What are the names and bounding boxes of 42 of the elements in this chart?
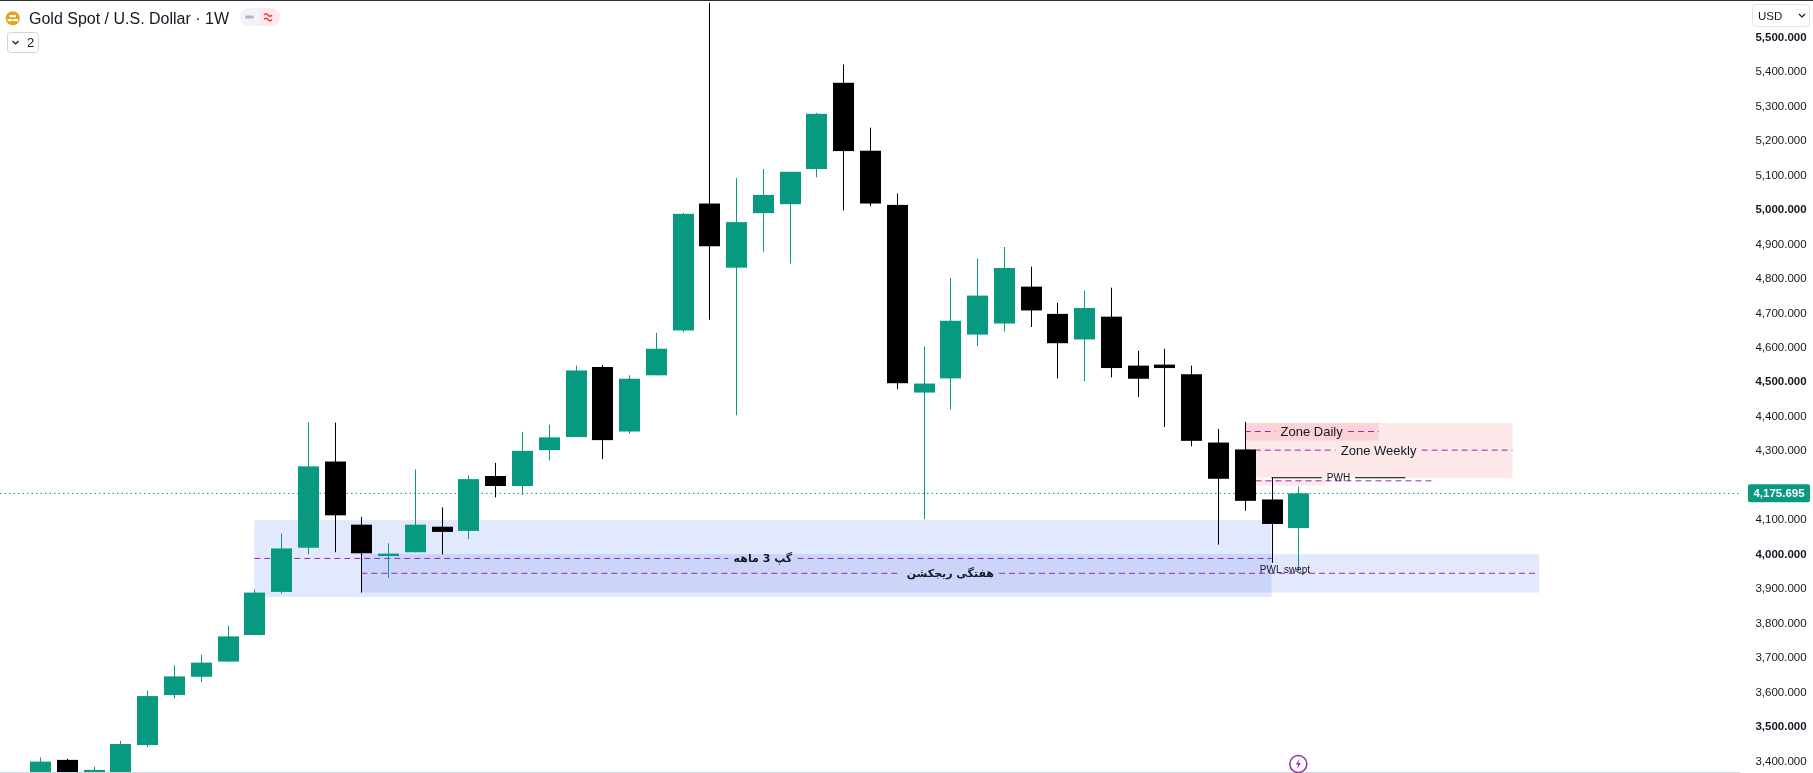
candlestick [753, 168, 774, 253]
ref-line-label: PWH [1326, 472, 1351, 484]
y-tick-label: 3,800.000 [1755, 616, 1807, 629]
y-tick-label: 5,300.000 [1755, 99, 1807, 112]
y-tick-label: 4,900.000 [1755, 237, 1807, 250]
candlestick [1128, 350, 1149, 398]
ref-line-label: 4,175.695 [1753, 487, 1806, 500]
ref-line-label: Zone Weekly [1340, 442, 1417, 458]
ref-line-label: گپ 3 ماهه [733, 551, 793, 565]
button: 2 [7, 32, 39, 53]
y-tick-label: 5,500.000 [1755, 30, 1807, 43]
ref-line-label: هفتگی ریجکشن [906, 566, 994, 580]
candlestick [191, 654, 212, 683]
y-tick-label: 4,100.000 [1755, 513, 1807, 526]
y-tick-label: 4,600.000 [1755, 341, 1807, 353]
y-axis-title: USD [1758, 9, 1783, 22]
ref-line-label: Zone Daily [1280, 424, 1344, 440]
price-tag: 4,175.695 [1748, 484, 1810, 503]
y-tick-label: 3,600.000 [1755, 685, 1807, 698]
candlestick [164, 664, 185, 699]
y-tick-label: 4,500.000 [1755, 375, 1807, 388]
candlestick [1021, 266, 1042, 328]
text: Gold Spot / U.S. Dollar · 1W [29, 10, 230, 27]
unit-button: USD [1752, 4, 1810, 27]
y-tick-label: 4,700.000 [1755, 306, 1807, 319]
candlestick [539, 424, 560, 461]
y-tick-label: 5,000.000 [1755, 203, 1807, 216]
y-tick-label: 5,100.000 [1755, 168, 1807, 181]
candlestick [485, 462, 506, 498]
candlestick [432, 506, 453, 555]
y-tick-label: 3,700.000 [1755, 651, 1807, 664]
annotation: PWL swept [1259, 563, 1311, 575]
y-tick-label: 4,300.000 [1755, 444, 1807, 457]
y-tick-label: 3,900.000 [1755, 582, 1807, 595]
y-tick-label: 5,400.000 [1755, 65, 1807, 78]
y-tick-label: 5,200.000 [1755, 134, 1807, 147]
y-tick-label: 3,400.000 [1755, 754, 1807, 767]
y-tick-label: 4,800.000 [1755, 272, 1807, 285]
y-tick-label: 3,500.000 [1755, 720, 1807, 733]
annotation: 2 [27, 35, 35, 50]
y-tick-label: 4,000.000 [1755, 547, 1807, 560]
y-tick-label: 4,400.000 [1755, 409, 1807, 422]
